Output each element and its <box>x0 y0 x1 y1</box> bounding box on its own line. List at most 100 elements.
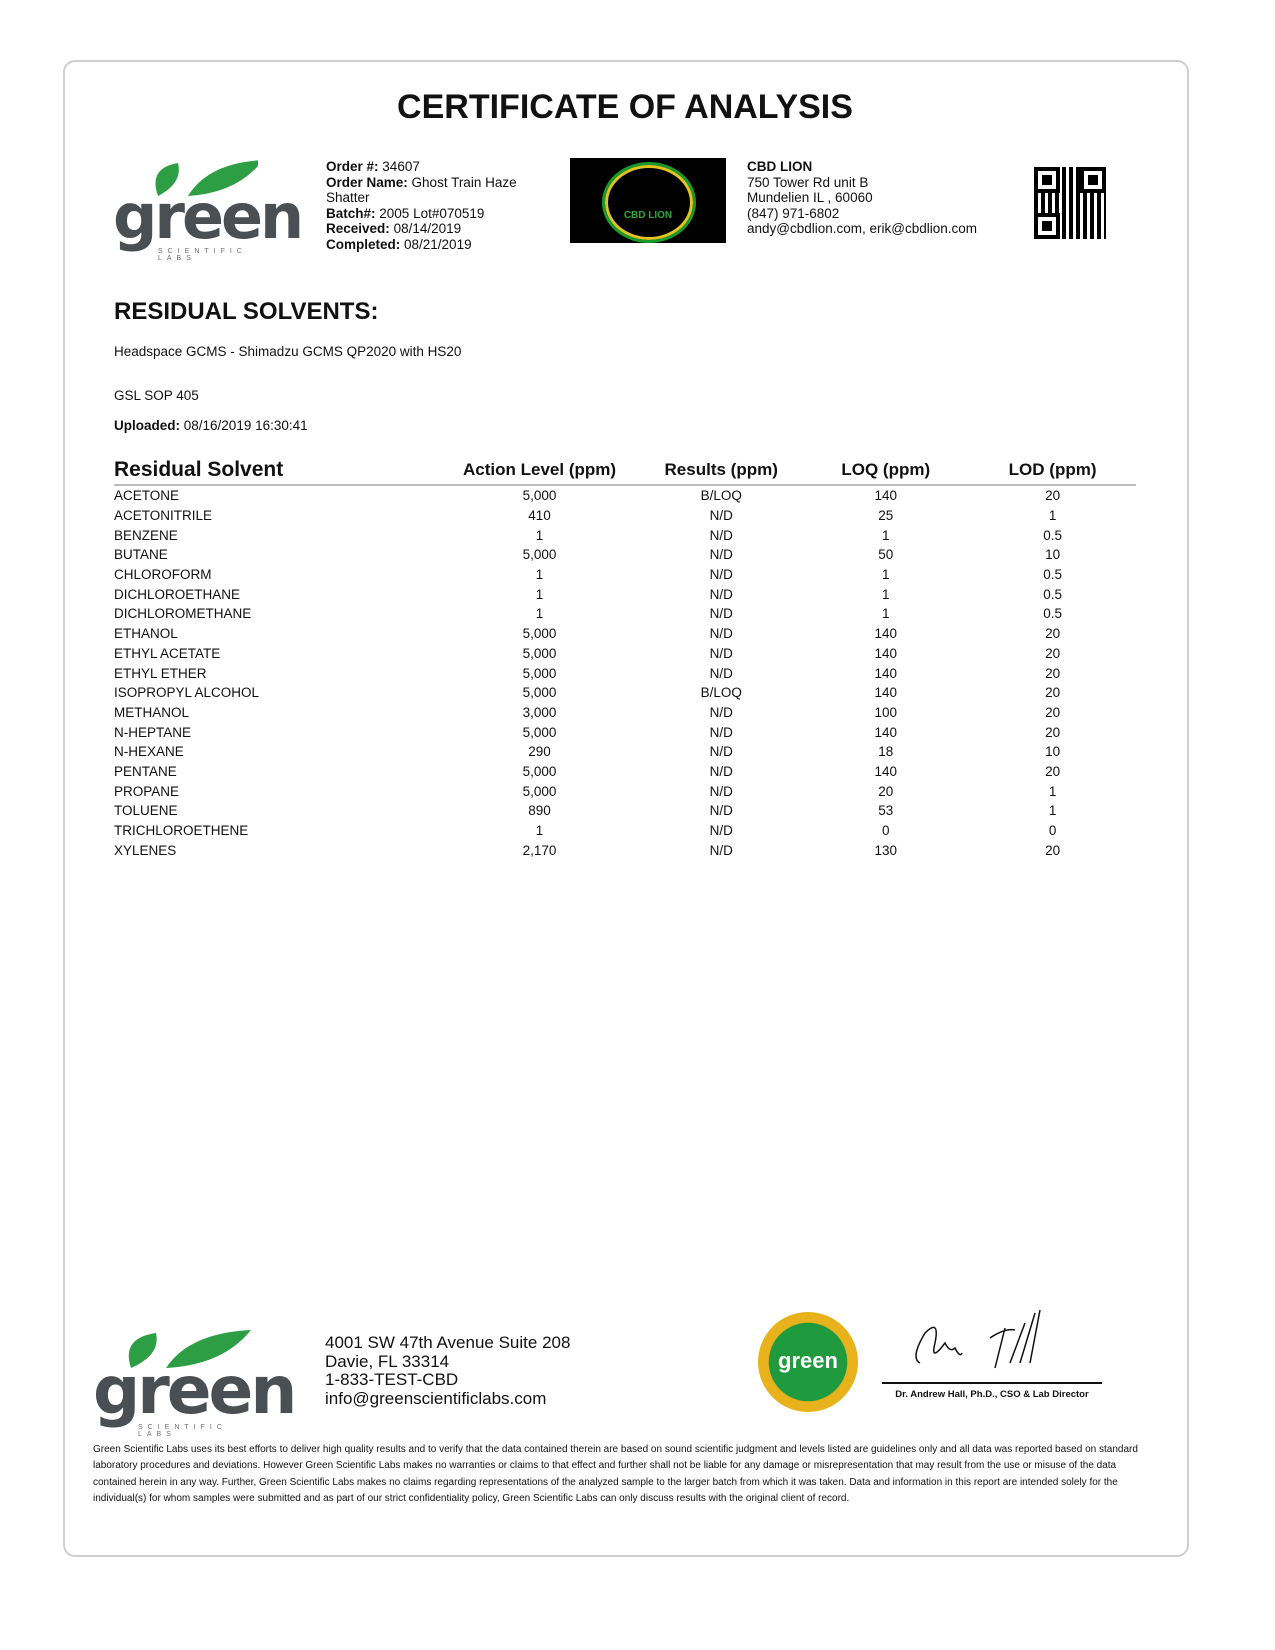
order-number: 34607 <box>382 159 420 174</box>
table-cell: 20 <box>1045 488 1061 504</box>
table-cell: ISOPROPYL ALCOHOL <box>114 685 260 701</box>
signature-icon <box>915 1309 1041 1369</box>
table-row: PENTANE 5,000 N/D 140 20 <box>114 762 1136 782</box>
signature-line <box>882 1382 1102 1384</box>
table-cell: 20 <box>1045 645 1061 661</box>
table-cell: N/D <box>709 527 733 543</box>
table-cell: TOLUENE <box>114 803 178 819</box>
table-cell: 1 <box>1048 803 1057 819</box>
lion-emblem-icon <box>602 162 696 243</box>
table-cell: 10 <box>1045 744 1061 760</box>
table-cell: 18 <box>878 744 894 760</box>
order-name: Ghost Train Haze <box>411 174 517 190</box>
official-test-seal-icon: green <box>758 1312 858 1412</box>
table-cell: 20 <box>1045 724 1061 740</box>
table-row: XYLENES 2,170 N/D 130 20 <box>114 840 1136 860</box>
page-border <box>63 60 1189 1557</box>
table-cell: BUTANE <box>114 547 168 563</box>
table-row: TOLUENE 890 N/D 53 1 <box>114 801 1136 821</box>
table-cell: ETHANOL <box>114 626 178 642</box>
table-cell: N/D <box>709 783 733 799</box>
table-cell: 20 <box>1045 842 1061 858</box>
column-header: LOD (ppm) <box>969 458 1136 486</box>
table-row: BUTANE 5,000 N/D 50 10 <box>114 545 1136 565</box>
table-cell: 20 <box>1045 665 1061 681</box>
table-cell: PENTANE <box>114 763 177 779</box>
signer-name: Dr. Andrew Hall, Ph.D., CSO & Lab Direct… <box>895 1389 1089 1400</box>
table-cell: B/LOQ <box>700 488 742 504</box>
table-cell: 1 <box>535 527 544 543</box>
table-cell: 20 <box>1045 626 1061 642</box>
table-row: DICHLOROETHANE 1 N/D 1 0.5 <box>114 584 1136 604</box>
table-row: N-HEPTANE 5,000 N/D 140 20 <box>114 722 1136 742</box>
table-cell: 53 <box>878 803 894 819</box>
table-row: ACETONE 5,000 B/LOQ 140 20 <box>114 485 1136 506</box>
table-row: PROPANE 5,000 N/D 20 1 <box>114 781 1136 801</box>
table-cell: N/D <box>709 842 733 858</box>
table-cell: N-HEPTANE <box>114 724 192 740</box>
uploaded: Uploaded: 08/16/2019 16:30:41 <box>114 418 308 433</box>
table-cell: 20 <box>1045 704 1061 720</box>
table-cell: 1 <box>535 606 544 622</box>
table-cell: 0 <box>1048 823 1057 839</box>
table-cell: 0.5 <box>1043 586 1062 602</box>
table-cell: 20 <box>1045 763 1061 779</box>
table-row: METHANOL 3,000 N/D 100 20 <box>114 703 1136 723</box>
table-cell: N/D <box>709 508 733 524</box>
table-row: BENZENE 1 N/D 1 0.5 <box>114 525 1136 545</box>
table-cell: 100 <box>874 704 898 720</box>
completed-date: 08/21/2019 <box>404 236 472 252</box>
table-cell: 1 <box>1048 783 1057 799</box>
table-cell: 5,000 <box>522 724 557 740</box>
table-cell: DICHLOROETHANE <box>114 586 241 602</box>
table-cell: N/D <box>709 744 733 760</box>
table-cell: 410 <box>528 508 551 524</box>
qr-code-icon <box>1034 167 1106 239</box>
table-row: ACETONITRILE 410 N/D 25 1 <box>114 506 1136 526</box>
table-cell: 0.5 <box>1043 606 1062 622</box>
column-header: Residual Solvent <box>114 458 439 486</box>
table-cell: N/D <box>709 626 733 642</box>
table-cell: 25 <box>878 508 894 524</box>
order-info: Order #: 34607 Order Name: Ghost Train H… <box>326 159 517 252</box>
table-cell: 1 <box>1048 508 1057 524</box>
table-cell: 5,000 <box>522 685 557 701</box>
table-cell: ACETONITRILE <box>114 508 213 524</box>
table-cell: N/D <box>709 645 733 661</box>
table-cell: 140 <box>874 645 898 661</box>
table-cell: PROPANE <box>114 783 180 799</box>
table-row: ISOPROPYL ALCOHOL 5,000 B/LOQ 140 20 <box>114 683 1136 703</box>
table-cell: 50 <box>878 547 894 563</box>
table-cell: 5,000 <box>522 488 557 504</box>
table-cell: 1 <box>882 586 890 602</box>
table-cell: 5,000 <box>522 547 557 563</box>
table-cell: 130 <box>874 842 898 858</box>
table-cell: B/LOQ <box>700 685 742 701</box>
table-cell: 3,000 <box>522 704 557 720</box>
table-cell: TRICHLOROETHENE <box>114 823 249 839</box>
table-cell: 890 <box>528 803 551 819</box>
table-cell: N/D <box>709 547 733 563</box>
table-cell: 1 <box>882 567 890 583</box>
table-cell: 1 <box>535 567 544 583</box>
table-cell: 0 <box>882 823 890 839</box>
table-row: ETHYL ACETATE 5,000 N/D 140 20 <box>114 644 1136 664</box>
table-cell: N-HEXANE <box>114 744 184 760</box>
table-cell: 140 <box>874 665 898 681</box>
table-row: TRICHLOROETHENE 1 N/D 0 0 <box>114 821 1136 841</box>
table-row: DICHLOROMETHANE 1 N/D 1 0.5 <box>114 604 1136 624</box>
table-cell: BENZENE <box>114 527 178 543</box>
table-cell: 5,000 <box>522 626 557 642</box>
table-cell: CHLOROFORM <box>114 567 212 583</box>
column-header: Results (ppm) <box>640 458 803 486</box>
table-cell: N/D <box>709 724 733 740</box>
column-header: Action Level (ppm) <box>439 458 641 486</box>
table-cell: 1 <box>535 586 544 602</box>
table-cell: ACETONE <box>114 488 180 504</box>
batch: 2005 Lot#070519 <box>379 205 485 221</box>
table-cell: 20 <box>1045 685 1061 701</box>
client-info: CBD LION 750 Tower Rd unit B Mundelien I… <box>747 159 978 236</box>
leaf-icon <box>128 1330 251 1368</box>
table-cell: 140 <box>874 685 898 701</box>
